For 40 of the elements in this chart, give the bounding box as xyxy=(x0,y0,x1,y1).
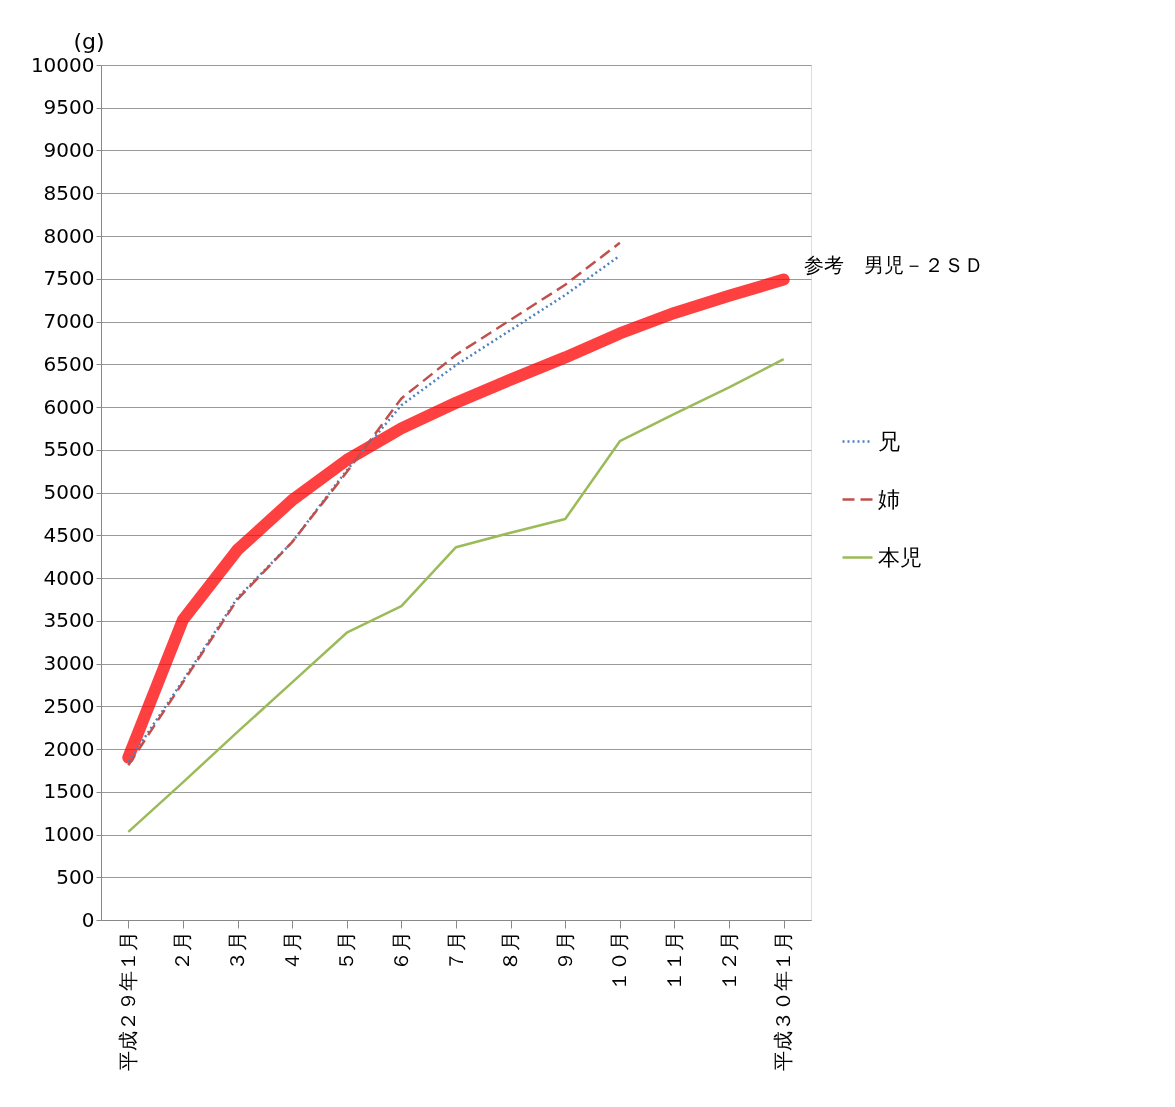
y-tick-label: 9500 xyxy=(43,95,95,120)
x-tick-label: ８月 xyxy=(498,930,523,971)
x-tick-label: １０月 xyxy=(607,930,632,991)
x-tick-label: ２月 xyxy=(170,930,195,971)
y-tick-label: 1000 xyxy=(43,822,95,846)
y-tick-label: 6500 xyxy=(43,351,95,376)
y-tick-label: 1500 xyxy=(43,779,95,804)
y-tick-label: 2000 xyxy=(43,736,95,761)
y-tick-label: 8500 xyxy=(43,180,95,205)
y-tick-label: 10000 xyxy=(30,52,95,77)
x-tick-label: ９月 xyxy=(552,930,577,971)
y-tick-label: 4000 xyxy=(43,565,95,590)
x-tick-label: ５月 xyxy=(334,930,359,971)
y-tick-label: 6000 xyxy=(43,394,95,419)
y-tick-label: 7000 xyxy=(43,309,95,333)
x-tick-label: 平成２９年１月 xyxy=(115,930,140,1071)
x-tick-label: ６月 xyxy=(388,930,413,971)
y-tick-label: 500 xyxy=(56,864,95,889)
y-tick-label: 4500 xyxy=(43,522,95,547)
legend-label: 姉 xyxy=(878,486,900,512)
legend-label: 本児 xyxy=(878,544,922,570)
y-tick-label: 0 xyxy=(81,907,95,932)
x-tick-label: 平成３０年１月 xyxy=(771,930,796,1071)
x-tick-label: ４月 xyxy=(279,930,304,971)
line-series xyxy=(127,357,785,834)
x-tick-label: １１月 xyxy=(661,930,686,991)
y-tick-label: 2500 xyxy=(43,693,95,718)
y-axis-title: (g) xyxy=(73,28,105,54)
x-tick-label: １２月 xyxy=(716,930,741,991)
x-tick-label: ３月 xyxy=(225,930,250,971)
y-tick-label: 3500 xyxy=(43,608,95,633)
y-tick-label: 9000 xyxy=(43,138,95,162)
y-tick-label: 5000 xyxy=(43,480,95,504)
series-label: 参考 男児－２ＳＤ xyxy=(803,252,984,277)
y-tick-label: 3000 xyxy=(43,651,95,675)
y-tick-label: 7500 xyxy=(43,266,95,291)
y-tick-label: 5500 xyxy=(43,437,95,462)
x-tick-label: ７月 xyxy=(443,930,468,971)
y-tick-label: 8000 xyxy=(43,223,95,248)
legend-label: 兄 xyxy=(878,428,900,454)
